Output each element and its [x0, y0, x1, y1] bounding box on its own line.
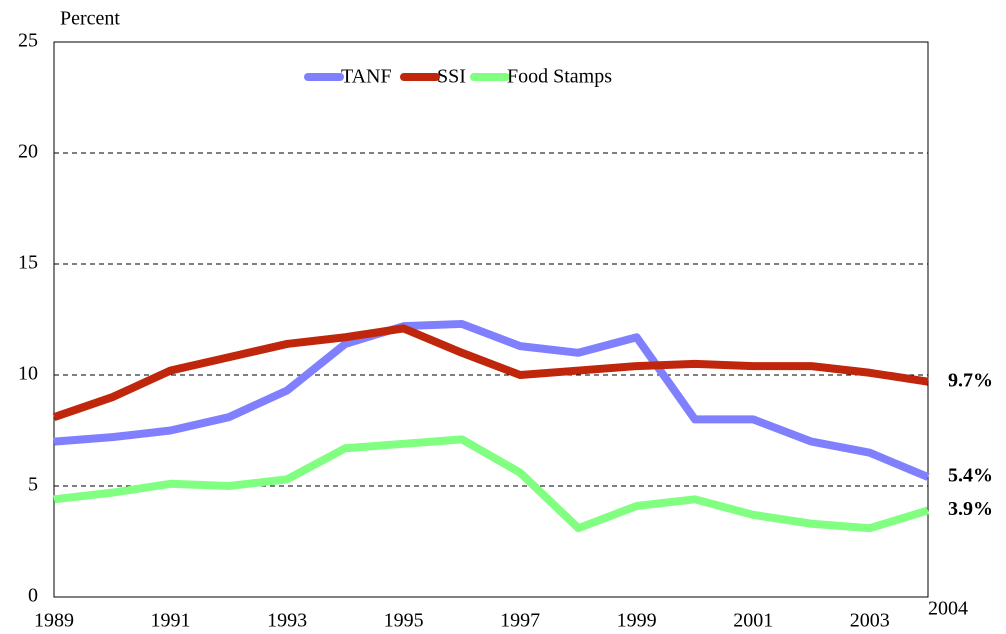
x-tick-label: 1999 — [617, 610, 657, 632]
x-tick-label: 2001 — [733, 610, 773, 632]
plot-frame — [53, 41, 929, 598]
x-tick-label: 1993 — [267, 610, 307, 632]
end-label: 9.7% — [948, 369, 993, 391]
series-line — [53, 319, 930, 481]
y-tick-label: 10 — [18, 363, 38, 385]
x-tick-label: 1997 — [500, 610, 540, 632]
y-tick-label: 20 — [18, 141, 38, 163]
y-tick-label: 0 — [28, 585, 38, 607]
x-tick-label: 2004 — [928, 598, 968, 620]
y-tick-label: 5 — [28, 474, 38, 496]
end-label: 3.9% — [948, 498, 993, 520]
legend-label: SSI — [437, 66, 466, 88]
x-tick-label: 1991 — [151, 610, 191, 632]
y-tick-label: 15 — [18, 252, 38, 274]
x-tick-label: 1995 — [384, 610, 424, 632]
legend-label: Food Stamps — [507, 66, 612, 88]
x-tick-label: 2003 — [850, 610, 890, 632]
y-tick-label: 25 — [18, 30, 38, 52]
y-axis-label: Percent — [60, 8, 120, 30]
x-tick-label: 1989 — [34, 610, 74, 632]
legend-label: TANF — [341, 66, 392, 88]
end-label: 5.4% — [948, 465, 993, 487]
series-line — [52, 324, 929, 421]
series-line — [53, 435, 930, 533]
